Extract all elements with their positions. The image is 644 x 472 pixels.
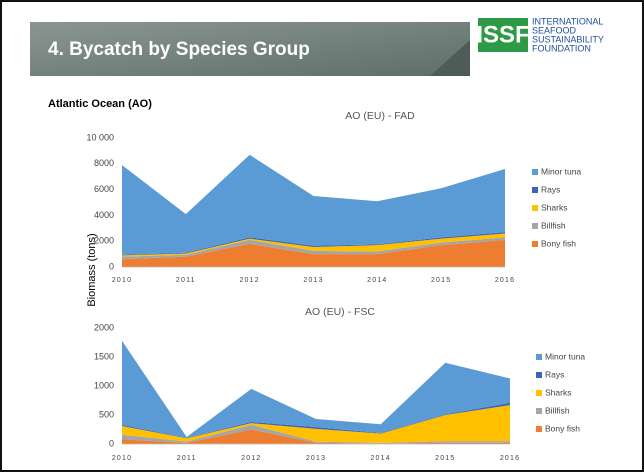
y-tick-label: 500 bbox=[99, 409, 114, 419]
logo-line: SEAFOOD bbox=[532, 25, 577, 35]
x-tick-label: 2016 bbox=[495, 277, 515, 284]
legend-swatch bbox=[536, 408, 542, 414]
area bbox=[122, 154, 505, 255]
legend-label: Minor tuna bbox=[541, 166, 581, 176]
x-tick-label: 2014 bbox=[370, 455, 390, 462]
legend-label: Sharks bbox=[545, 387, 571, 397]
logo-text: ISSF bbox=[476, 21, 529, 48]
logo-line: FOUNDATION bbox=[532, 43, 591, 53]
x-tick-label: 2012 bbox=[241, 455, 261, 462]
legend-label: Billfish bbox=[545, 405, 570, 415]
header-corner bbox=[430, 40, 470, 76]
chart-title: AO (EU) - FSC bbox=[305, 306, 375, 318]
logo-box bbox=[478, 18, 528, 52]
logo-line: SUSTAINABILITY bbox=[532, 34, 604, 44]
area bbox=[122, 405, 510, 443]
y-tick-label: 0 bbox=[109, 438, 114, 448]
header-band bbox=[30, 22, 470, 76]
x-tick-label: 2010 bbox=[112, 455, 132, 462]
legend-swatch bbox=[536, 372, 542, 378]
y-tick-label: 1500 bbox=[94, 351, 114, 361]
legend-label: Billfish bbox=[541, 220, 566, 230]
x-tick-label: 2013 bbox=[303, 277, 323, 284]
y-tick-label: 2000 bbox=[94, 236, 114, 246]
slide-title: 4. Bycatch by Species Group bbox=[48, 39, 310, 60]
chart-title: AO (EU) - FAD bbox=[345, 110, 415, 122]
legend-label: Rays bbox=[541, 184, 560, 194]
x-tick-label: 2011 bbox=[177, 455, 197, 462]
y-tick-label: 10 000 bbox=[86, 132, 114, 142]
x-tick-label: 2011 bbox=[176, 277, 196, 284]
y-axis-label: Biomass (tons) bbox=[86, 233, 98, 306]
x-tick-label: 2012 bbox=[239, 277, 259, 284]
legend-swatch bbox=[532, 241, 538, 247]
legend-label: Minor tuna bbox=[545, 351, 585, 361]
area bbox=[122, 237, 505, 260]
area bbox=[122, 239, 505, 267]
legend-swatch bbox=[536, 426, 542, 432]
y-tick-label: 6000 bbox=[94, 184, 114, 194]
logo-line: INTERNATIONAL bbox=[532, 16, 603, 26]
x-tick-label: 2016 bbox=[500, 455, 520, 462]
legend-swatch bbox=[532, 169, 538, 175]
x-tick-label: 2015 bbox=[431, 277, 451, 284]
y-tick-label: 0 bbox=[109, 261, 114, 271]
area bbox=[122, 340, 510, 438]
legend-label: Sharks bbox=[541, 202, 567, 212]
x-tick-label: 2015 bbox=[435, 455, 455, 462]
y-tick-label: 2000 bbox=[94, 322, 114, 332]
legend-swatch bbox=[532, 187, 538, 193]
x-tick-label: 2010 bbox=[112, 277, 132, 284]
legend-label: Bony fish bbox=[541, 238, 576, 248]
legend-swatch bbox=[536, 354, 542, 360]
legend-label: Rays bbox=[545, 369, 564, 379]
legend-label: Bony fish bbox=[545, 423, 580, 433]
legend-swatch bbox=[532, 223, 538, 229]
legend-swatch bbox=[536, 390, 542, 396]
area bbox=[122, 429, 510, 444]
area bbox=[122, 233, 505, 257]
legend-swatch bbox=[532, 205, 538, 211]
x-tick-label: 2013 bbox=[306, 455, 326, 462]
section-title: Atlantic Ocean (AO) bbox=[48, 98, 152, 110]
x-tick-label: 2014 bbox=[367, 277, 387, 284]
y-tick-label: 1000 bbox=[94, 380, 114, 390]
y-tick-label: 8000 bbox=[94, 158, 114, 168]
area bbox=[122, 424, 510, 444]
y-tick-label: 4000 bbox=[94, 210, 114, 220]
